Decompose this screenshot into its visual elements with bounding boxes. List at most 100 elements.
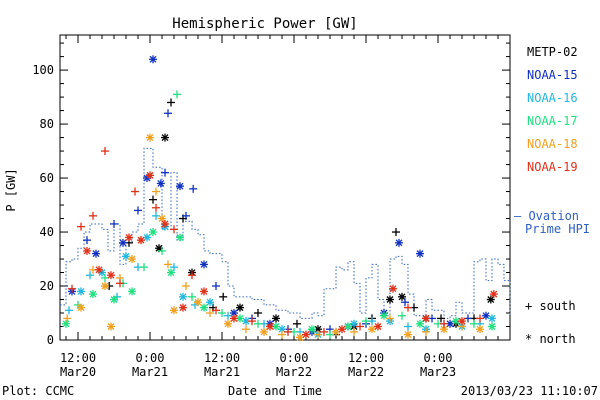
marker-stroke <box>404 331 412 339</box>
marker-stroke <box>128 255 136 263</box>
data-point-noaa-19 <box>95 265 103 274</box>
data-point-metp-02 <box>272 314 280 323</box>
data-point-metp-02 <box>254 309 262 318</box>
marker-stroke <box>272 323 280 330</box>
marker-stroke <box>422 314 430 322</box>
legend-ovation-line1: — Ovation <box>514 209 579 223</box>
marker-stroke <box>389 285 397 293</box>
marker-stroke <box>236 314 244 322</box>
marker-stroke <box>92 250 100 258</box>
data-point-noaa-19 <box>188 271 196 280</box>
data-point-noaa-17 <box>176 233 184 242</box>
data-point-noaa-19 <box>302 330 310 339</box>
legend-symbol-star: * north <box>525 332 576 346</box>
data-point-noaa-19 <box>68 284 76 293</box>
marker-stroke <box>176 182 184 190</box>
x-tick-date: Mar23 <box>420 365 456 379</box>
data-point-noaa-17 <box>128 287 136 296</box>
x-tick-date: Mar21 <box>132 365 168 379</box>
marker-stroke <box>368 325 376 333</box>
data-point-noaa-19 <box>212 306 220 315</box>
data-point-noaa-18 <box>101 282 109 291</box>
data-point-noaa-17 <box>380 311 388 320</box>
data-point-noaa-19 <box>179 303 187 312</box>
marker-stroke <box>179 304 187 312</box>
data-point-noaa-18 <box>206 309 214 318</box>
data-point-noaa-16 <box>224 311 232 320</box>
marker-stroke <box>278 325 286 333</box>
data-point-noaa-15 <box>395 238 403 247</box>
marker-stroke <box>77 304 85 312</box>
marker-stroke <box>458 317 466 325</box>
data-point-noaa-19 <box>374 322 382 331</box>
data-point-noaa-19 <box>101 147 109 156</box>
data-point-noaa-15 <box>212 282 220 291</box>
marker-stroke <box>62 320 70 328</box>
y-tick-label: 60 <box>40 171 54 185</box>
y-tick-label: 0 <box>47 333 54 347</box>
marker-stroke <box>395 239 403 247</box>
data-point-noaa-18 <box>404 330 412 339</box>
marker-stroke <box>146 171 154 179</box>
marker-stroke <box>374 323 382 330</box>
data-point-noaa-18 <box>422 327 430 336</box>
marker-stroke <box>179 293 187 301</box>
marker-stroke <box>490 290 498 298</box>
data-point-noaa-17 <box>308 325 316 334</box>
legend-item-noaa-17: NOAA-17 <box>527 114 578 128</box>
data-point-noaa-18 <box>476 325 484 334</box>
x-tick-time: 12:00 <box>204 351 240 365</box>
marker-stroke <box>155 244 163 252</box>
data-point-noaa-18 <box>146 133 154 142</box>
data-point-noaa-18 <box>182 282 190 291</box>
ovation-hpi-path <box>60 147 511 319</box>
data-point-noaa-17 <box>254 319 262 328</box>
marker-stroke <box>110 296 118 303</box>
x-tick-time: 12:00 <box>348 351 384 365</box>
data-point-noaa-17 <box>188 292 196 301</box>
marker-stroke <box>386 296 394 303</box>
legend: METP-02 NOAA-15 NOAA-16 NOAA-17 NOAA-18 NOAA-… <box>514 45 590 346</box>
data-point-metp-02 <box>236 303 244 312</box>
data-point-noaa-16 <box>65 306 73 315</box>
data-point-noaa-19 <box>125 233 133 242</box>
x-tick-time: 0:00 <box>136 351 165 365</box>
marker-stroke <box>416 320 424 328</box>
x-tick-date: Mar22 <box>348 365 384 379</box>
data-point-noaa-16 <box>242 317 250 326</box>
data-point-noaa-15 <box>134 206 142 215</box>
data-point-noaa-17 <box>326 330 334 339</box>
data-point-noaa-15 <box>182 211 190 220</box>
x-tick-time: 12:00 <box>60 351 96 365</box>
marker-stroke <box>128 287 136 295</box>
data-point-noaa-16 <box>206 298 214 307</box>
data-point-noaa-17 <box>200 303 208 312</box>
data-point-noaa-17 <box>101 273 109 282</box>
data-point-noaa-18 <box>107 322 115 331</box>
data-point-noaa-18 <box>63 314 72 323</box>
x-tick-date: Mar20 <box>60 365 96 379</box>
data-point-noaa-17 <box>110 295 118 304</box>
marker-stroke <box>230 314 238 322</box>
data-point-noaa-19 <box>107 271 115 280</box>
data-point-noaa-15 <box>92 249 100 258</box>
data-point-noaa-16 <box>86 271 94 280</box>
data-point-noaa-15 <box>176 182 184 191</box>
marker-stroke <box>200 304 208 312</box>
marker-stroke <box>224 320 232 328</box>
data-point-noaa-16 <box>488 314 496 323</box>
data-point-noaa-19 <box>266 322 274 331</box>
data-point-noaa-15 <box>416 249 424 258</box>
marker-stroke <box>440 325 448 333</box>
data-point-noaa-19 <box>170 225 178 234</box>
data-points <box>62 55 498 342</box>
data-point-noaa-19 <box>476 314 484 323</box>
plot-frame <box>59 34 511 341</box>
data-point-noaa-16 <box>350 319 358 328</box>
chart-title: Hemispheric Power [GW] <box>172 16 357 32</box>
legend-ovation-line2: Prime HPI <box>525 222 590 236</box>
ovation-hpi-line <box>60 147 511 319</box>
marker-stroke <box>167 269 175 276</box>
marker-stroke <box>122 252 130 260</box>
data-point-noaa-19 <box>161 219 169 228</box>
